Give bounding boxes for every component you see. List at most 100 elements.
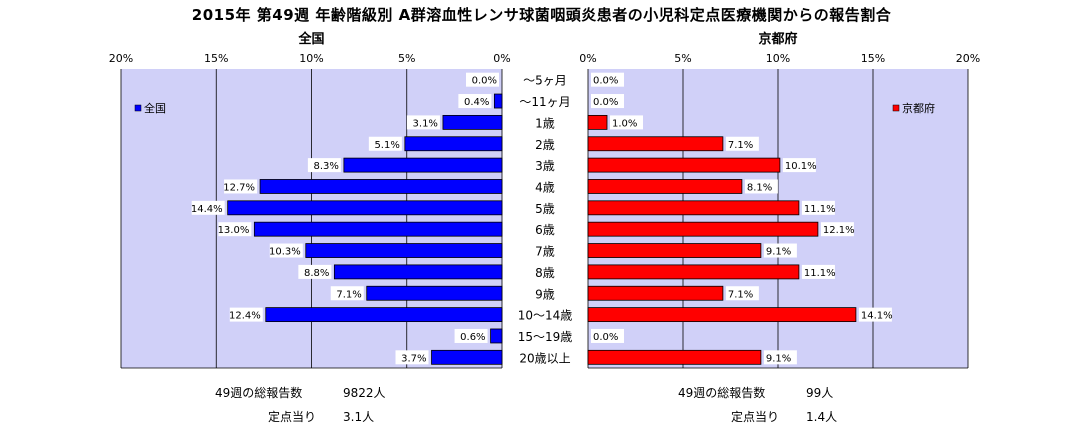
right-data-label-bg bbox=[725, 286, 759, 301]
national-legend-swatch bbox=[134, 104, 142, 112]
left-data-label-bg bbox=[269, 243, 303, 258]
left-tick-label: 20% bbox=[109, 52, 133, 65]
left-data-label-bg bbox=[395, 350, 429, 365]
category-label: 9歳 bbox=[535, 287, 555, 301]
left-bar bbox=[259, 179, 503, 194]
right-bar bbox=[587, 200, 800, 216]
category-label: 1歳 bbox=[535, 116, 555, 130]
right-data-label-bg bbox=[610, 115, 643, 130]
left-data-label-bg bbox=[218, 222, 252, 237]
kyoto-per-site-label: 定点当り bbox=[731, 410, 780, 424]
left-data-label: 8.8% bbox=[304, 268, 329, 279]
right-bar bbox=[587, 285, 724, 301]
category-label: 5歳 bbox=[535, 202, 555, 216]
right-data-label-bg bbox=[744, 179, 778, 194]
left-data-label: 0.0% bbox=[472, 76, 497, 87]
right-data-label-bg bbox=[801, 200, 835, 215]
national-total-label: 49週の総報告数 bbox=[215, 386, 303, 400]
right-bar bbox=[587, 179, 743, 194]
right-tick-label: 0% bbox=[579, 52, 596, 65]
left-panel-title: 全国 bbox=[297, 31, 324, 47]
kyoto-total-value: 99人 bbox=[806, 386, 834, 400]
left-bar bbox=[442, 114, 503, 130]
left-bar bbox=[253, 221, 503, 237]
right-data-label: 14.1% bbox=[861, 311, 893, 322]
right-bar bbox=[587, 221, 819, 237]
right-bar bbox=[587, 349, 762, 365]
right-data-label: 9.1% bbox=[766, 353, 791, 364]
right-data-label: 0.0% bbox=[593, 332, 618, 343]
left-bar bbox=[404, 136, 503, 152]
right-bar bbox=[587, 157, 781, 173]
left-bar bbox=[343, 157, 503, 173]
kyoto-total-label: 49週の総報告数 bbox=[678, 386, 766, 400]
left-data-label-bg bbox=[368, 136, 402, 151]
category-label: 8歳 bbox=[535, 266, 555, 280]
right-bar bbox=[587, 243, 762, 258]
left-bar bbox=[305, 243, 503, 258]
left-data-label: 3.1% bbox=[413, 118, 438, 129]
right-bar bbox=[587, 136, 724, 152]
category-label: 20歳以上 bbox=[519, 351, 570, 365]
right-bar bbox=[587, 264, 800, 280]
right-data-label-bg bbox=[763, 350, 797, 365]
national-total-value: 9822人 bbox=[343, 386, 386, 400]
left-data-label-bg bbox=[307, 158, 341, 173]
left-bar bbox=[227, 200, 503, 216]
national-per-site-value: 3.1人 bbox=[343, 410, 375, 424]
category-label: 15～19歳 bbox=[518, 330, 573, 344]
national-legend-label: 全国 bbox=[144, 101, 166, 115]
right-tick-label: 20% bbox=[956, 52, 980, 65]
right-data-label-bg bbox=[801, 264, 835, 279]
left-data-label: 10.3% bbox=[269, 247, 301, 258]
left-data-label-bg bbox=[191, 200, 225, 215]
kyoto-legend-label: 京都府 bbox=[902, 101, 935, 115]
right-data-label: 11.1% bbox=[804, 268, 836, 279]
left-data-label: 12.4% bbox=[229, 311, 261, 322]
left-bar bbox=[493, 93, 503, 109]
left-bar bbox=[366, 285, 503, 301]
left-data-label: 7.1% bbox=[336, 289, 361, 300]
left-bar bbox=[490, 328, 503, 344]
left-data-label: 0.4% bbox=[464, 97, 489, 108]
right-data-label: 1.0% bbox=[612, 118, 637, 129]
category-label: 4歳 bbox=[535, 180, 555, 194]
right-data-label-bg bbox=[782, 158, 816, 173]
right-data-label: 0.0% bbox=[593, 97, 618, 108]
right-data-label: 11.1% bbox=[804, 204, 836, 215]
chart-title: 2015年 第49週 年齢階級別 A群溶血性レンサ球菌咽頭炎患者の小児科定点医療… bbox=[191, 6, 892, 24]
right-tick-label: 10% bbox=[766, 52, 790, 65]
left-data-label: 14.4% bbox=[191, 204, 223, 215]
left-bar bbox=[431, 349, 503, 365]
left-data-label-bg bbox=[458, 94, 492, 109]
left-data-label: 5.1% bbox=[374, 140, 399, 151]
left-data-label-bg bbox=[229, 307, 263, 322]
right-data-label-bg bbox=[725, 136, 759, 151]
left-bar bbox=[333, 264, 503, 280]
right-data-label: 7.1% bbox=[728, 289, 753, 300]
left-data-label-bg bbox=[330, 286, 364, 301]
right-data-label: 7.1% bbox=[728, 140, 753, 151]
right-tick-label: 5% bbox=[674, 52, 691, 65]
right-data-label: 9.1% bbox=[766, 247, 791, 258]
right-data-label-bg bbox=[591, 328, 624, 343]
right-panel-title: 京都府 bbox=[758, 31, 797, 47]
right-data-label-bg bbox=[591, 94, 624, 109]
category-label: 3歳 bbox=[535, 159, 555, 173]
right-data-label-bg bbox=[820, 222, 854, 237]
right-data-label: 8.1% bbox=[747, 182, 772, 193]
left-data-label: 13.0% bbox=[218, 225, 250, 236]
kyoto-legend-swatch bbox=[892, 104, 900, 112]
right-tick-label: 15% bbox=[861, 52, 885, 65]
category-label: 7歳 bbox=[535, 245, 555, 259]
right-bar bbox=[587, 114, 608, 130]
right-data-label: 12.1% bbox=[823, 225, 855, 236]
national-per-site-label: 定点当り bbox=[268, 410, 317, 424]
left-tick-label: 0% bbox=[493, 52, 510, 65]
category-label: 10～14歳 bbox=[518, 309, 573, 323]
category-label: 2歳 bbox=[535, 138, 555, 152]
left-data-label: 12.7% bbox=[223, 182, 255, 193]
right-data-label-bg bbox=[858, 307, 892, 322]
left-data-label-bg bbox=[298, 264, 332, 279]
